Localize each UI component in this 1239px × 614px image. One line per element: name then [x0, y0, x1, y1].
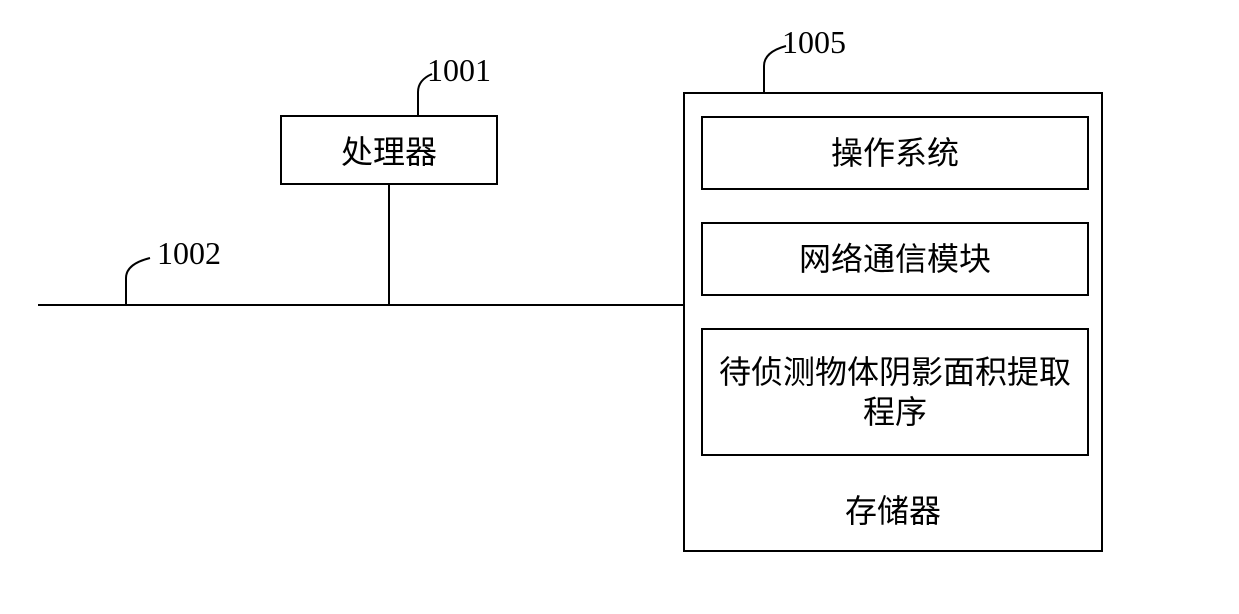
callout-line-1002	[126, 258, 150, 304]
memory-block: 操作系统 网络通信模块 待侦测物体阴影面积提取程序 存储器	[683, 92, 1103, 552]
memory-item-os: 操作系统	[701, 116, 1089, 190]
program-label: 待侦测物体阴影面积提取程序	[717, 352, 1073, 432]
ref-label-1002: 1002	[157, 235, 221, 272]
ref-label-1001: 1001	[427, 52, 491, 89]
connector-processor-to-bus	[388, 185, 390, 304]
processor-label: 处理器	[341, 127, 437, 173]
os-label: 操作系统	[831, 133, 959, 173]
memory-item-netcomm: 网络通信模块	[701, 222, 1089, 296]
diagram-canvas: 处理器 操作系统 网络通信模块 待侦测物体阴影面积提取程序 存储器 1001 1…	[0, 0, 1239, 614]
processor-block: 处理器	[280, 115, 498, 185]
bus-line	[38, 304, 685, 306]
memory-caption: 存储器	[685, 486, 1101, 532]
ref-label-1005: 1005	[782, 24, 846, 61]
memory-item-program: 待侦测物体阴影面积提取程序	[701, 328, 1089, 456]
netcomm-label: 网络通信模块	[799, 239, 991, 279]
